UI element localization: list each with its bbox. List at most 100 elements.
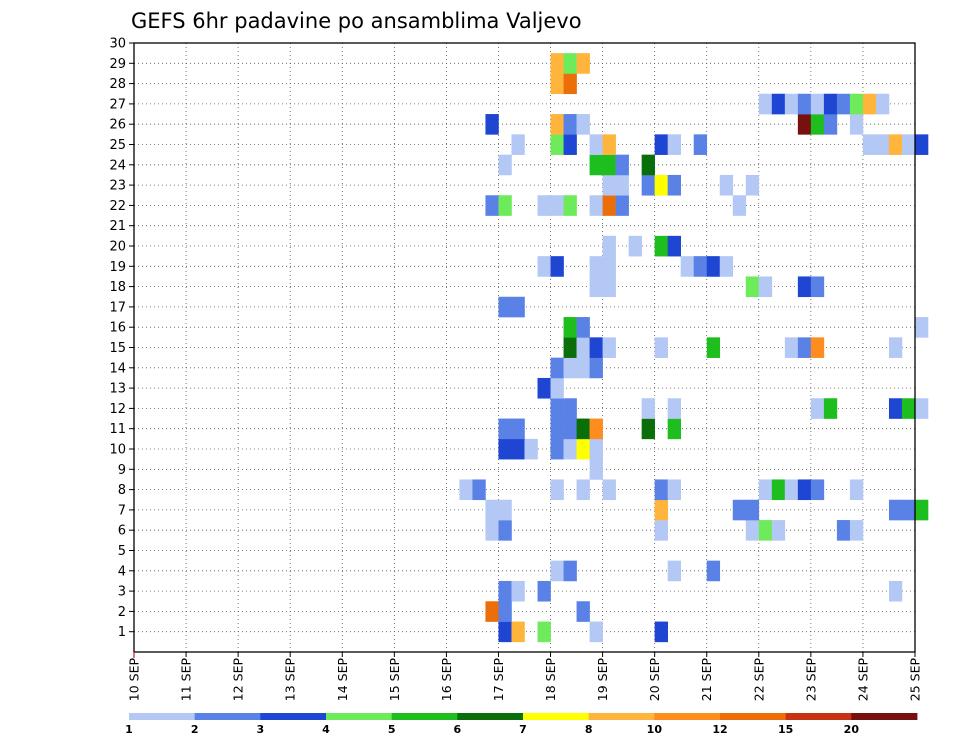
precip-cell xyxy=(667,479,681,501)
precip-cell xyxy=(602,195,616,216)
precip-cell xyxy=(849,93,864,115)
precip-cell xyxy=(641,418,655,440)
precip-cell xyxy=(875,134,890,155)
x-tick-label: 12 SEP xyxy=(231,658,246,702)
precip-cell xyxy=(602,276,616,298)
precip-cell xyxy=(862,134,877,155)
precip-cell xyxy=(810,93,825,115)
legend-swatch xyxy=(391,713,458,720)
precip-cell xyxy=(758,520,773,541)
x-tick-label: 13 SEP xyxy=(283,658,298,702)
precip-cell xyxy=(888,134,903,155)
precip-cell xyxy=(706,560,721,582)
precip-cell xyxy=(641,154,655,176)
precip-cell xyxy=(901,499,916,521)
precip-cell xyxy=(810,398,825,419)
legend-label: 2 xyxy=(191,723,199,736)
legend-label: 12 xyxy=(712,723,727,736)
precip-cell xyxy=(498,195,512,216)
precip-cell xyxy=(602,337,616,358)
precip-cell xyxy=(758,276,773,298)
legend-label: 15 xyxy=(778,723,793,736)
y-tick-label: 2 xyxy=(118,605,126,620)
y-tick-label: 17 xyxy=(109,300,126,315)
precip-cell xyxy=(589,459,603,480)
precip-cell xyxy=(485,601,499,622)
precip-cell xyxy=(654,520,668,541)
x-tick-label: 10 SEP xyxy=(127,658,142,702)
precip-cell xyxy=(888,398,903,419)
precip-cell xyxy=(654,337,668,358)
y-tick-label: 29 xyxy=(109,57,126,72)
precip-cell xyxy=(576,357,590,379)
legend-label: 10 xyxy=(647,723,663,736)
precip-cell xyxy=(823,93,838,115)
y-tick-label: 24 xyxy=(109,158,126,173)
precip-cell xyxy=(680,256,695,277)
precip-cell xyxy=(615,174,629,196)
legend-label: 20 xyxy=(844,723,860,736)
legend-swatch xyxy=(457,713,524,720)
precip-cell xyxy=(797,93,812,115)
x-tick-label: 14 SEP xyxy=(335,658,350,702)
precip-cell xyxy=(719,256,734,277)
x-tick-label: 21 SEP xyxy=(699,658,714,702)
precip-cell xyxy=(667,560,681,582)
precip-cell xyxy=(628,235,642,257)
precip-cell xyxy=(641,174,655,196)
precip-cell xyxy=(602,479,616,501)
precip-cell xyxy=(563,560,577,582)
precip-cell xyxy=(576,601,590,622)
precip-cell xyxy=(498,580,512,602)
precip-cell xyxy=(602,256,616,277)
precip-cell xyxy=(485,114,499,135)
precip-cell xyxy=(810,337,825,358)
y-tick-label: 4 xyxy=(118,564,126,579)
precip-cell xyxy=(849,479,864,501)
y-tick-label: 3 xyxy=(118,585,126,600)
precip-cell xyxy=(797,479,812,501)
legend-swatch xyxy=(260,713,327,720)
precip-cell xyxy=(589,621,603,643)
precip-cell xyxy=(589,256,603,277)
precip-cell xyxy=(602,235,616,257)
x-tick-label: 18 SEP xyxy=(543,658,558,702)
precip-cell xyxy=(602,134,616,155)
precip-cell xyxy=(706,337,721,358)
y-tick-label: 28 xyxy=(109,77,126,92)
precip-cell xyxy=(719,174,734,196)
precip-cell xyxy=(771,520,786,541)
precip-cell xyxy=(797,337,812,358)
precip-cell xyxy=(576,114,590,135)
precip-cell xyxy=(550,398,564,419)
precip-cell xyxy=(836,520,851,541)
precip-cell xyxy=(563,317,577,338)
precip-cell xyxy=(563,53,577,74)
precip-cell xyxy=(576,337,590,358)
precip-cell xyxy=(849,520,864,541)
precip-cell xyxy=(498,520,512,541)
precip-cell xyxy=(771,93,786,115)
x-tick-label: 22 SEP xyxy=(751,658,766,702)
precip-cell xyxy=(771,479,786,501)
precip-cell xyxy=(915,317,929,338)
precip-cell xyxy=(667,398,681,419)
precip-cell xyxy=(511,621,525,643)
precip-cell xyxy=(472,479,486,501)
precip-cell xyxy=(550,256,564,277)
precip-cell xyxy=(810,114,825,135)
precip-cell xyxy=(667,418,681,440)
precip-cell xyxy=(810,479,825,501)
precip-cell xyxy=(563,357,577,379)
precip-cell xyxy=(563,73,577,95)
precip-cell xyxy=(667,134,681,155)
precip-cell xyxy=(888,337,903,358)
precip-cell xyxy=(589,276,603,298)
precip-cell xyxy=(563,114,577,135)
precip-cell xyxy=(550,418,564,440)
precip-cell xyxy=(498,499,512,521)
precip-cell xyxy=(550,134,564,155)
precipitation-cells xyxy=(459,53,929,643)
precip-cell xyxy=(915,398,929,419)
precip-cell xyxy=(784,93,799,115)
